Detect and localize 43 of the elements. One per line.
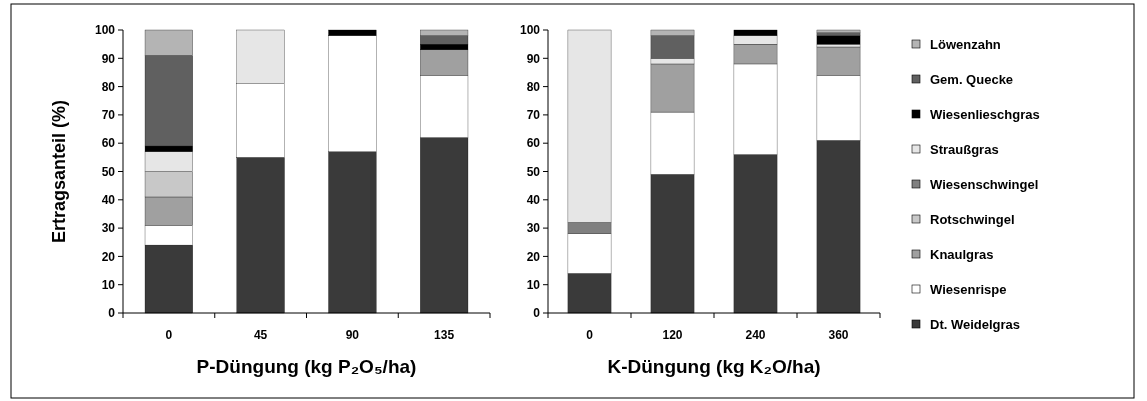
x-tick-label: 360 [828, 328, 849, 342]
y-tick-label: 80 [526, 79, 541, 94]
legend-label: Gem. Quecke [930, 71, 1014, 87]
y-tick-label: 60 [526, 136, 541, 151]
legend-label: Wiesenschwingel [930, 176, 1039, 192]
y-tick-label: 20 [101, 249, 116, 264]
y-tick-label: 100 [519, 23, 541, 38]
x-tick-label: 120 [662, 328, 683, 342]
y-tick-label: 0 [108, 306, 116, 321]
y-tick-label: 0 [533, 306, 541, 321]
x-tick-label: 135 [434, 328, 455, 342]
y-tick-label: 10 [101, 277, 116, 292]
x-axis-title: P-Düngung (kg P₂O₅/ha) [196, 356, 417, 377]
x-tick-label: 45 [253, 328, 268, 342]
x-tick-label: 90 [345, 328, 360, 342]
y-tick-label: 20 [526, 249, 541, 264]
y-tick-label: 80 [101, 79, 116, 94]
y-tick-label: 30 [101, 221, 116, 236]
y-tick-label: 60 [101, 136, 116, 151]
bar [816, 35, 861, 45]
y-tick-label: 40 [101, 193, 116, 207]
x-tick-label: 0 [586, 328, 594, 342]
y-tick-label: 50 [526, 164, 541, 179]
y-tick-label: 10 [526, 277, 541, 292]
y-tick-label: 100 [94, 23, 116, 38]
y-tick-label: 50 [101, 164, 116, 179]
legend-label: Straußgras [930, 141, 999, 157]
legend-label: Dt. Weidelgras [930, 316, 1021, 332]
legend-label: Wiesenrispe [930, 281, 1007, 297]
legend-label: Knaulgras [930, 246, 994, 262]
y-tick-label: 40 [526, 193, 541, 207]
x-tick-label: 240 [745, 328, 766, 342]
legend-label: Wiesenlieschgras [930, 106, 1040, 122]
y-tick-label: 70 [101, 108, 116, 123]
y-tick-label: 90 [526, 51, 541, 66]
x-tick-label: 0 [165, 328, 173, 342]
y-tick-label: 90 [101, 51, 116, 66]
legend-label: Rotschwingel [930, 211, 1015, 227]
y-tick-label: 30 [526, 221, 541, 236]
x-axis-title: K-Düngung (kg K₂O/ha) [607, 356, 821, 377]
legend-label: Löwenzahn [930, 36, 1001, 52]
y-axis-title: Ertragsanteil (%) [49, 99, 69, 244]
y-tick-label: 70 [526, 108, 541, 123]
